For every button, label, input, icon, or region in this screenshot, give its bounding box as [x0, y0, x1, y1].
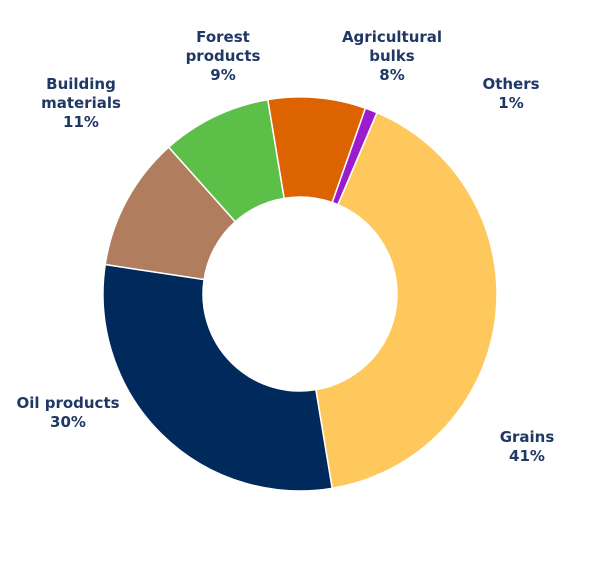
label-building-materials: Building materials 11% [41, 75, 121, 132]
label-line: 1% [498, 94, 524, 112]
label-line: Building [46, 75, 116, 93]
label-line: 8% [379, 66, 405, 84]
label-line: Oil products [16, 394, 120, 412]
label-line: 30% [50, 413, 86, 431]
label-line: products [185, 47, 261, 65]
label-line: Others [482, 75, 540, 93]
label-line: Forest [196, 28, 250, 46]
label-line: 9% [210, 66, 236, 84]
label-line: 41% [509, 447, 545, 465]
label-line: 11% [63, 113, 99, 131]
label-line: Grains [499, 428, 555, 446]
label-others: Others 1% [482, 75, 539, 113]
label-oil-products: Oil products 30% [16, 394, 119, 432]
label-forest-products: Forest products 9% [186, 28, 261, 85]
label-line: Agricultural [341, 28, 443, 46]
label-line: materials [41, 94, 121, 112]
slice-others [331, 107, 378, 206]
label-agricultural-bulks: Agricultural bulks 8% [342, 28, 442, 85]
label-line: bulks [369, 47, 415, 65]
label-grains: Grains 41% [500, 428, 555, 466]
slice-grains [314, 111, 498, 490]
slice-oil-products [102, 263, 334, 492]
